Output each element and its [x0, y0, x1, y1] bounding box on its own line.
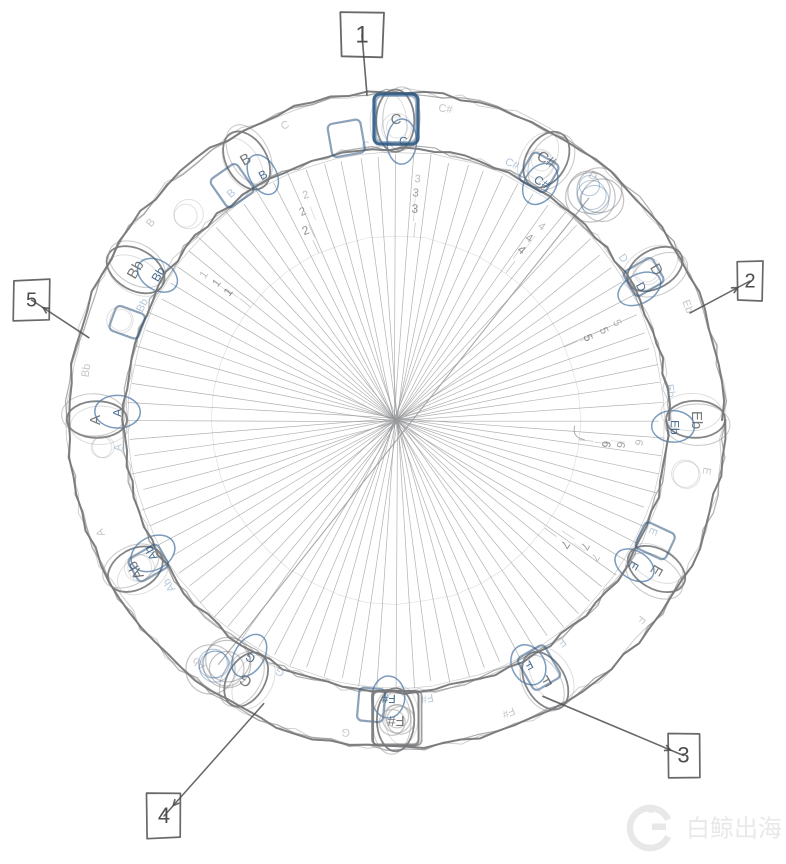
svg-text:Eb: Eb: [688, 411, 705, 429]
svg-text:白鲸出海: 白鲸出海: [686, 815, 782, 842]
svg-text:Eb: Eb: [663, 383, 677, 398]
svg-text:Bb: Bb: [79, 363, 93, 378]
svg-text:3: 3: [414, 173, 421, 185]
svg-text:C#: C#: [438, 102, 455, 116]
